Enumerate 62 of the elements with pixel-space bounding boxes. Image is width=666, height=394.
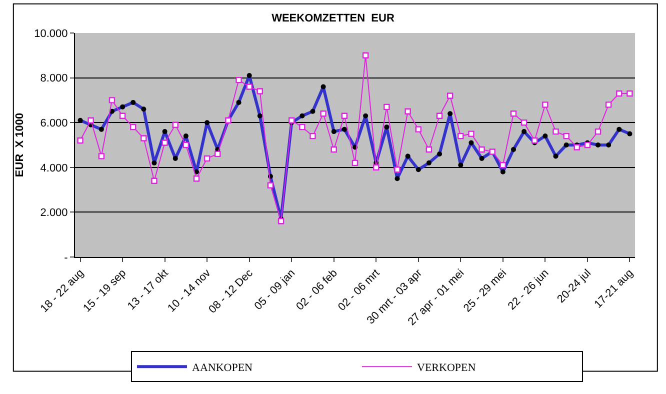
point <box>204 155 210 162</box>
point <box>574 144 580 150</box>
point <box>77 137 84 144</box>
point <box>256 88 264 94</box>
y-tick-label: 4.000 <box>40 162 68 174</box>
point <box>88 117 94 124</box>
legend-label: AANKOPEN <box>192 362 253 374</box>
point <box>415 126 422 132</box>
point <box>119 112 126 119</box>
point <box>446 92 454 99</box>
point <box>404 108 411 114</box>
y-tick-label: - <box>64 252 68 264</box>
point <box>458 132 464 140</box>
point <box>108 97 116 104</box>
point <box>552 128 559 135</box>
point <box>236 76 242 84</box>
point <box>510 110 517 117</box>
point <box>130 124 136 130</box>
point <box>362 52 369 58</box>
point <box>162 140 168 146</box>
point <box>98 153 105 160</box>
x-tick-label: 22 - 26 jun <box>506 267 552 312</box>
point <box>172 122 178 128</box>
point <box>478 146 485 153</box>
point <box>299 124 306 130</box>
point <box>626 90 633 97</box>
point <box>373 164 380 170</box>
point <box>426 146 432 153</box>
point <box>193 176 200 182</box>
point <box>520 120 528 126</box>
point <box>278 218 284 224</box>
point <box>310 132 316 140</box>
point <box>140 135 147 142</box>
point <box>384 104 390 110</box>
point <box>330 146 337 153</box>
point <box>584 142 591 148</box>
point <box>542 102 548 108</box>
point <box>341 112 348 119</box>
point <box>500 162 506 168</box>
point <box>605 102 612 108</box>
y-axis-title: EUR X 1000 <box>14 112 26 178</box>
point <box>563 132 570 140</box>
point <box>468 130 474 137</box>
y-tick-label: 2.000 <box>40 207 68 220</box>
point <box>267 182 274 188</box>
point <box>394 166 400 173</box>
point <box>594 128 602 135</box>
point <box>436 112 443 119</box>
legend-label: VERKOPEN <box>417 362 476 374</box>
point <box>288 117 295 124</box>
point <box>532 137 538 144</box>
chart-title: WEEKOMZETTEN EUR <box>272 12 394 24</box>
point <box>214 150 221 158</box>
point <box>320 110 326 117</box>
point <box>151 178 158 184</box>
point <box>616 90 622 97</box>
y-tick-label: 10.000 <box>34 28 68 40</box>
point <box>182 142 190 148</box>
point <box>352 160 358 166</box>
y-tick-label: 8.000 <box>40 72 68 85</box>
point <box>246 84 252 90</box>
y-tick-label: 6.000 <box>40 117 68 130</box>
